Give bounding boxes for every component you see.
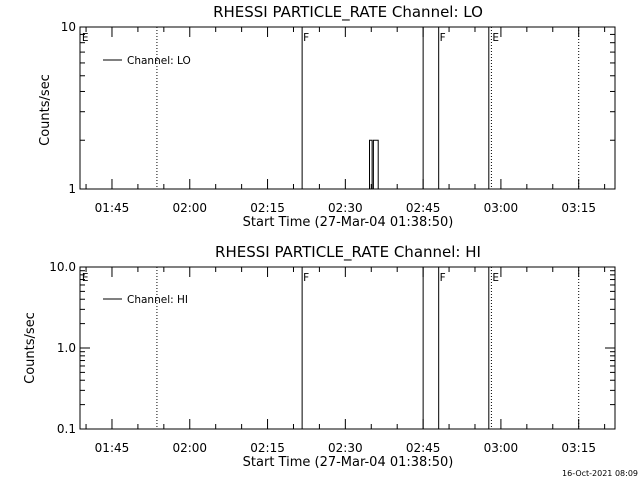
event-label-E: E (82, 272, 89, 284)
event-label-F: F (440, 32, 446, 44)
event-label-E: E (492, 272, 499, 284)
panel-lo-x-axis-label: Start Time (27-Mar-04 01:38:50) (243, 215, 454, 230)
y-tick-label: 10.0 (49, 260, 76, 274)
event-label-E: E (492, 32, 499, 44)
panel-lo-title: RHESSI PARTICLE_RATE Channel: LO (213, 3, 483, 22)
x-tick-label: 02:15 (250, 441, 285, 455)
x-tick-label: 01:45 (95, 441, 130, 455)
panel-lo-series (369, 139, 379, 190)
panel-hi: RHESSI PARTICLE_RATE Channel: HI Counts/… (23, 243, 616, 470)
event-label-E: E (82, 32, 89, 44)
x-tick-label: 02:45 (406, 201, 441, 215)
panel-hi-x-ticks: 01:45 02:00 02:15 02:30 02:45 03:00 03:15 (85, 267, 606, 455)
panel-lo-y-axis-label: Counts/sec (38, 74, 53, 146)
y-tick-label: 0.1 (57, 422, 76, 436)
x-tick-label: 02:00 (172, 201, 207, 215)
x-tick-label: 02:30 (328, 441, 363, 455)
panel-hi-y-axis-label: Counts/sec (23, 312, 38, 384)
x-tick-label: 02:15 (250, 201, 285, 215)
panel-lo-y-ticks: 1 10 (61, 20, 615, 196)
x-tick-label: 01:45 (95, 201, 130, 215)
y-tick-label: 1.0 (57, 341, 76, 355)
panel-lo-legend-label: Channel: LO (127, 55, 191, 67)
x-tick-label: 03:00 (484, 441, 519, 455)
y-tick-label: 10 (61, 20, 76, 34)
x-tick-label: 03:15 (561, 441, 596, 455)
x-tick-label: 03:00 (484, 201, 519, 215)
event-label-F: F (303, 32, 309, 44)
panel-hi-title: RHESSI PARTICLE_RATE Channel: HI (215, 243, 481, 262)
series-line-0 (369, 139, 379, 190)
panel-lo-x-ticks: 01:45 02:00 02:15 02:30 02:45 03:00 03:15 (85, 27, 606, 215)
x-tick-label: 02:45 (406, 441, 441, 455)
x-tick-label: 02:30 (328, 201, 363, 215)
generation-timestamp: 16-Oct-2021 08:09 (562, 469, 638, 478)
panel-lo: RHESSI PARTICLE_RATE Channel: LO Counts/… (38, 3, 616, 230)
panel-hi-legend-label: Channel: HI (127, 294, 188, 306)
y-tick-label: 1 (68, 182, 76, 196)
panel-hi-x-axis-label: Start Time (27-Mar-04 01:38:50) (243, 455, 454, 470)
event-label-F: F (303, 272, 309, 284)
x-tick-label: 02:00 (172, 441, 207, 455)
panel-hi-plot-frame (79, 266, 616, 430)
panel-lo-plot-frame (79, 26, 616, 190)
panel-hi-y-ticks: 0.1 1.0 10.0 (49, 260, 615, 436)
x-tick-label: 03:15 (561, 201, 596, 215)
event-label-F: F (440, 272, 446, 284)
